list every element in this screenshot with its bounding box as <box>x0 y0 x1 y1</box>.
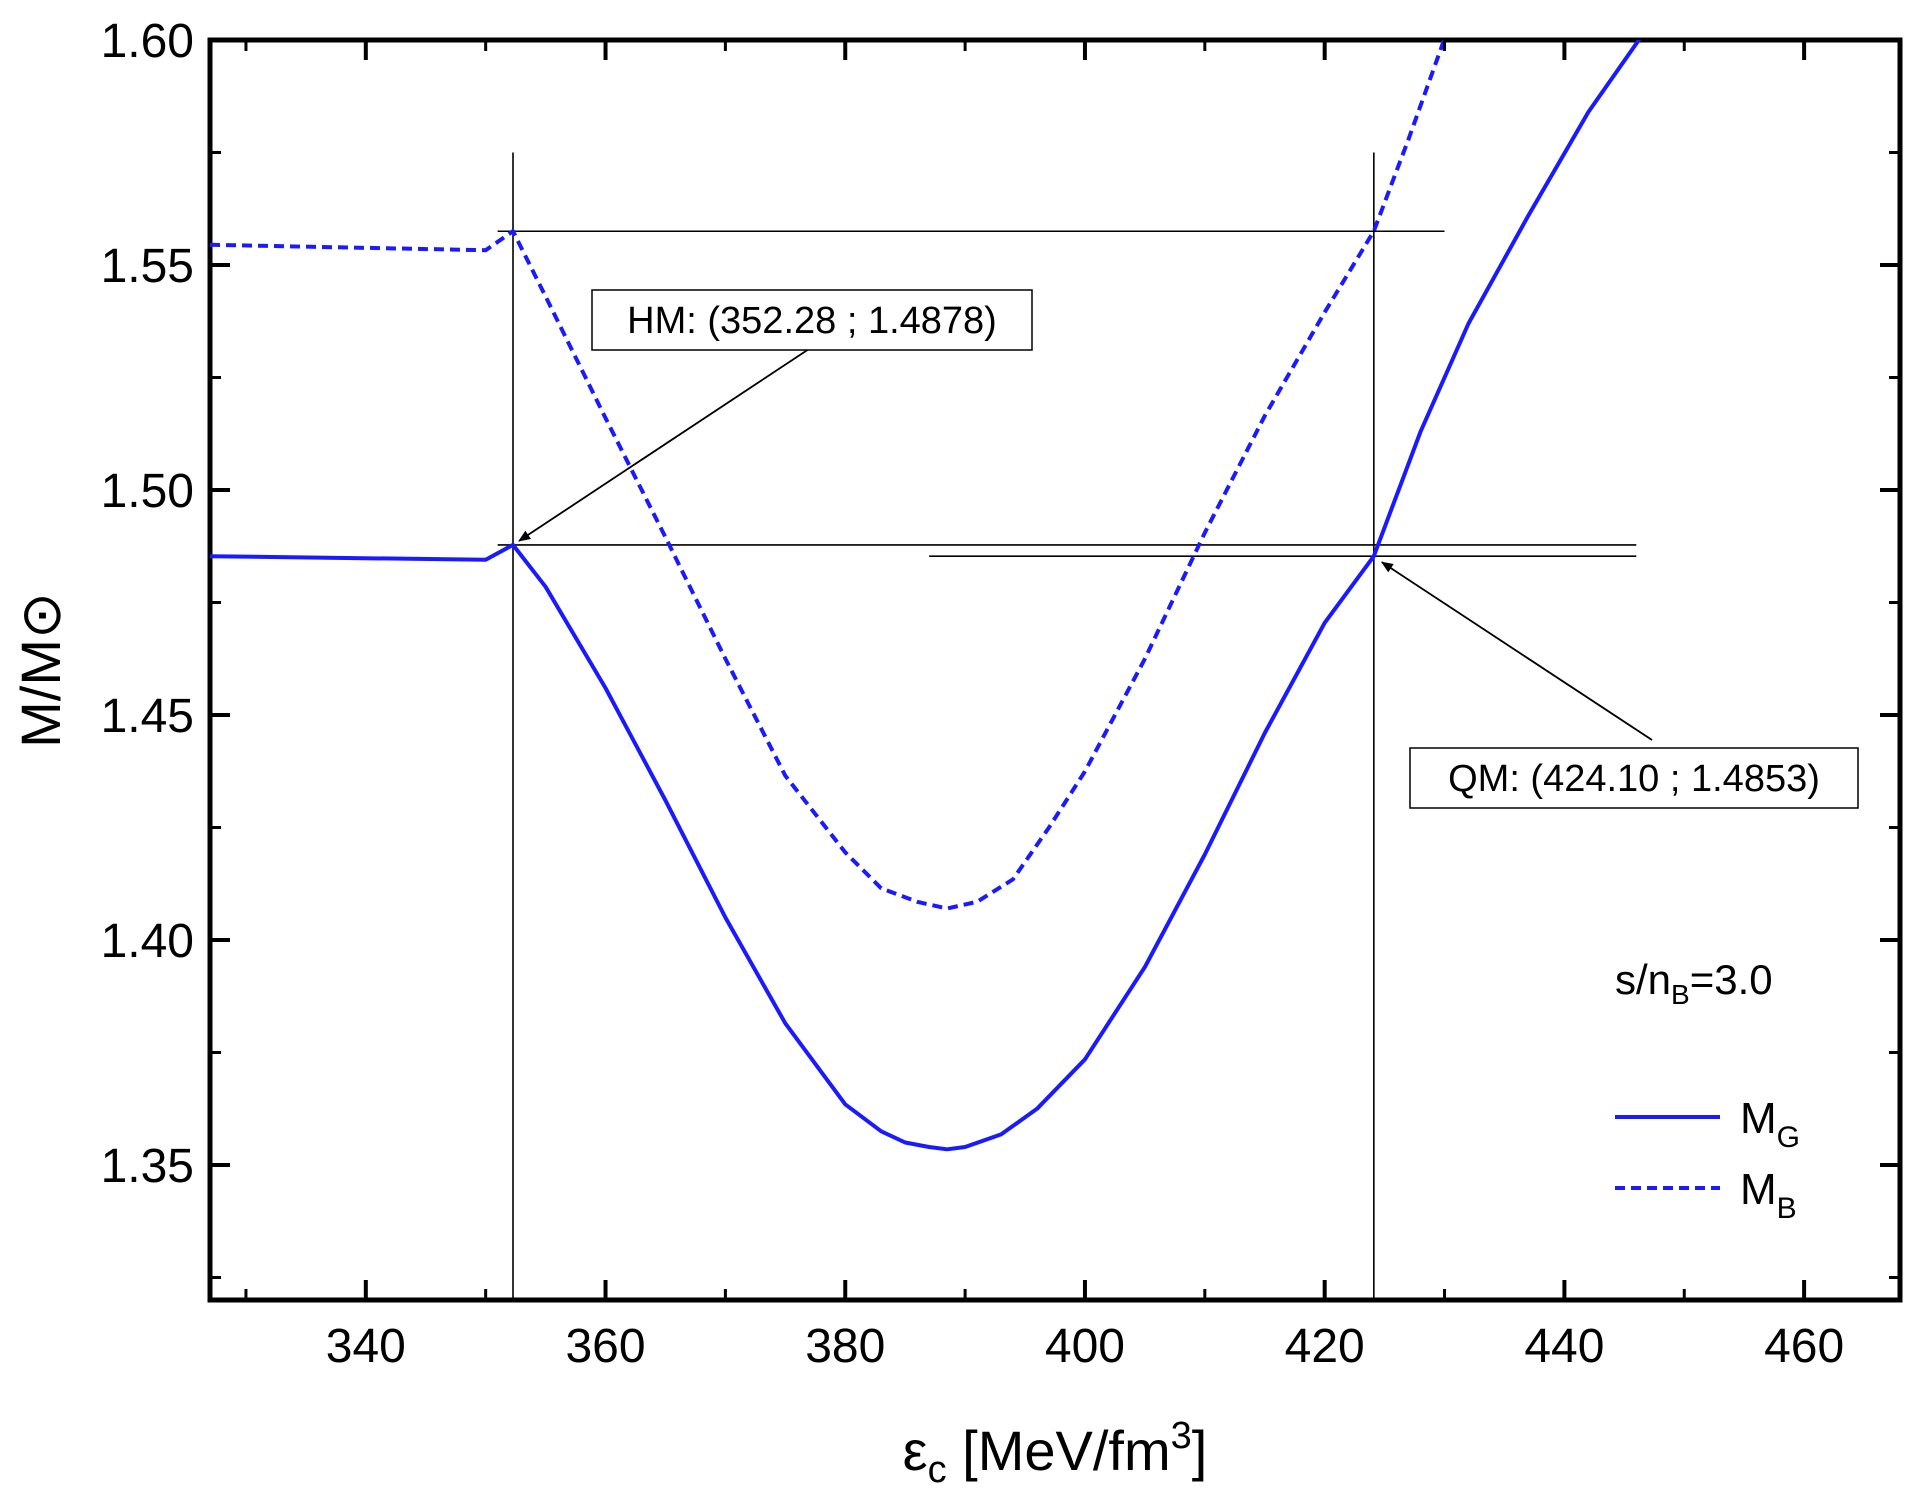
annotation-box <box>591 289 1033 351</box>
series-line-MB <box>210 40 1447 911</box>
annotation-box <box>1409 747 1859 809</box>
x-axis-title-base: ε <box>903 1419 928 1482</box>
annotation: QM: (424.10 ; 1.4853) <box>1380 561 1859 809</box>
series-layer <box>210 40 1642 1152</box>
annotation-label: HM: (352.28 ; 1.4878) <box>627 300 997 342</box>
y-tick-label: 1.45 <box>101 690 194 743</box>
legend-label: MB <box>1740 1165 1797 1225</box>
reference-lines <box>497 152 1637 1300</box>
y-tick-label: 1.60 <box>101 15 194 68</box>
parameter-label: s/nB=3.0 <box>1615 956 1773 1010</box>
legend-item-MG: MG <box>1615 1094 1800 1154</box>
plot-frame <box>207 37 1903 1303</box>
x-tick-label: 460 <box>1764 1320 1844 1373</box>
y-axis: 1.35 1.40 1.45 1.50 1.55 1.60 <box>101 15 1900 1279</box>
legend-item-MB: MB <box>1615 1165 1797 1225</box>
legend-label-sub: B <box>1777 1192 1797 1225</box>
parameter-label-suffix: =3.0 <box>1690 956 1773 1003</box>
x-axis-title-close: ] <box>1192 1419 1208 1482</box>
annotation: HM: (352.28 ; 1.4878) <box>518 289 1033 542</box>
legend-label-base: M <box>1740 1094 1777 1143</box>
x-tick-label: 380 <box>805 1320 885 1373</box>
parameter-label-sub: B <box>1671 979 1690 1010</box>
x-tick-label: 420 <box>1285 1320 1365 1373</box>
x-axis: 340 360 380 400 420 440 460 <box>244 40 1844 1373</box>
annotation-arrow <box>1380 561 1653 741</box>
y-tick-label: 1.35 <box>101 1140 194 1193</box>
x-axis-title-sup: 3 <box>1171 1415 1192 1457</box>
y-tick-label: 1.50 <box>101 465 194 518</box>
x-tick-label: 440 <box>1524 1320 1604 1373</box>
annotation-arrow <box>518 344 816 542</box>
x-tick-label: 400 <box>1045 1320 1125 1373</box>
x-axis-title: εc [MeV/fm3] <box>903 1415 1208 1488</box>
legend-label: MG <box>1740 1094 1800 1154</box>
legend-label-sub: G <box>1777 1121 1800 1154</box>
y-axis-title: M/M⊙ <box>9 592 72 748</box>
series-line-MG <box>210 40 1642 1152</box>
y-tick-label: 1.55 <box>101 240 194 293</box>
legend-label-base: M <box>1740 1165 1777 1214</box>
parameter-label-prefix: s/n <box>1615 956 1671 1003</box>
x-tick-label: 360 <box>565 1320 645 1373</box>
x-tick-label: 340 <box>326 1320 406 1373</box>
x-axis-title-sub: c <box>928 1449 947 1488</box>
annotation-label: QM: (424.10 ; 1.4853) <box>1448 758 1820 800</box>
y-tick-label: 1.40 <box>101 915 194 968</box>
x-axis-title-rest: [MeV/fm <box>947 1419 1171 1482</box>
annotations: HM: (352.28 ; 1.4878) QM: (424.10 ; 1.485… <box>518 289 1859 809</box>
